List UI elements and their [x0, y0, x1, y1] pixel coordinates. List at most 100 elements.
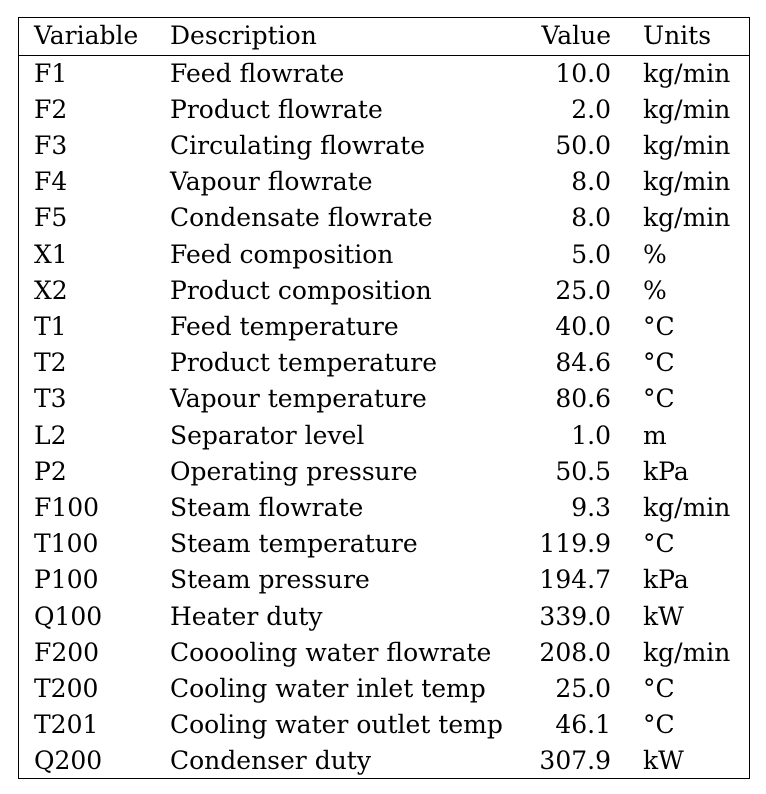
- cell-units: %: [643, 275, 667, 305]
- cell-units: kg/min: [643, 130, 731, 160]
- cell-variable: F100: [34, 492, 100, 522]
- cell-description: Cooling water inlet temp: [170, 673, 486, 703]
- cell-units: kg/min: [643, 637, 731, 667]
- cell-description: Heater duty: [170, 601, 323, 631]
- header-description: Description: [170, 21, 317, 51]
- cell-value: 25.0: [555, 673, 611, 703]
- cell-variable: T2: [34, 348, 67, 378]
- cell-value: 9.3: [571, 492, 611, 522]
- cell-description: Steam flowrate: [170, 492, 364, 522]
- table-row: Q100 Heater duty 339.0 kW: [19, 599, 749, 635]
- table-row: F100 Steam flowrate 9.3 kg/min: [19, 490, 749, 526]
- cell-variable: T200: [34, 673, 99, 703]
- header-units: Units: [643, 21, 712, 51]
- cell-description: Operating pressure: [170, 456, 418, 486]
- cell-value: 307.9: [539, 746, 611, 776]
- cell-units: %: [643, 239, 667, 269]
- cell-value: 194.7: [539, 565, 611, 595]
- cell-units: kg/min: [643, 492, 731, 522]
- cell-description: Cooooling water flowrate: [170, 637, 492, 667]
- cell-units: kg/min: [643, 203, 731, 233]
- cell-value: 1.0: [571, 420, 611, 450]
- cell-value: 25.0: [555, 275, 611, 305]
- table-row: P2 Operating pressure 50.5 kPa: [19, 454, 749, 490]
- cell-units: kg/min: [643, 167, 731, 197]
- variable-table: Variable Description Value Units F1 Feed …: [18, 17, 750, 779]
- table-row: T3 Vapour temperature 80.6 °C: [19, 381, 749, 417]
- table-body: F1 Feed flowrate 10.0 kg/min F2 Product flowr…: [19, 55, 749, 780]
- table-row: Q200 Condenser duty 307.9 kW: [19, 743, 749, 779]
- cell-value: 208.0: [539, 637, 611, 667]
- cell-description: Steam pressure: [170, 565, 370, 595]
- table-row: T1 Feed temperature 40.0 °C: [19, 309, 749, 345]
- cell-value: 84.6: [555, 348, 611, 378]
- table-row: T201 Cooling water outlet temp 46.1 °C: [19, 707, 749, 743]
- cell-value: 80.6: [555, 384, 611, 414]
- cell-description: Product flowrate: [170, 94, 383, 124]
- cell-units: kPa: [643, 565, 689, 595]
- table-row: F200 Cooooling water flowrate 208.0 kg/min: [19, 635, 749, 671]
- table-row: F3 Circulating flowrate 50.0 kg/min: [19, 128, 749, 164]
- table-row: X2 Product composition 25.0%: [19, 273, 749, 309]
- cell-description: Feed temperature: [170, 311, 399, 341]
- cell-value: 5.0: [571, 239, 611, 269]
- cell-units: °C: [643, 311, 675, 341]
- cell-variable: P100: [34, 565, 99, 595]
- cell-description: Condenser duty: [170, 746, 371, 776]
- cell-description: Vapour temperature: [170, 384, 427, 414]
- table-row: T100 Steam temperature 119.9 °C: [19, 526, 749, 562]
- cell-description: Condensate flowrate: [170, 203, 433, 233]
- table-header: Variable Description Value Units: [19, 18, 749, 55]
- cell-units: m: [643, 420, 667, 450]
- cell-variable: F5: [34, 203, 68, 233]
- cell-description: Vapour flowrate: [170, 167, 373, 197]
- cell-value: 50.5: [555, 456, 611, 486]
- table-row: L2 Separator level 1.0 m: [19, 418, 749, 454]
- cell-variable: L2: [34, 420, 67, 450]
- cell-value: 40.0: [555, 311, 611, 341]
- cell-units: °C: [643, 529, 675, 559]
- cell-units: kW: [643, 601, 684, 631]
- cell-units: kg/min: [643, 94, 731, 124]
- cell-value: 119.9: [539, 529, 611, 559]
- cell-value: 46.1: [555, 710, 611, 740]
- cell-value: 2.0: [571, 94, 611, 124]
- table-row: X1 Feed composition 5.0%: [19, 237, 749, 273]
- cell-description: Separator level: [170, 420, 365, 450]
- cell-description: Cooling water outlet temp: [170, 710, 503, 740]
- cell-units: °C: [643, 384, 675, 414]
- cell-value: 50.0: [555, 130, 611, 160]
- header-value: Value: [541, 21, 611, 51]
- cell-value: 10.0: [555, 58, 611, 88]
- table-row: F4 Vapour flowrate 8.0 kg/min: [19, 164, 749, 200]
- cell-description: Product temperature: [170, 348, 438, 378]
- cell-value: 339.0: [539, 601, 611, 631]
- cell-variable: F200: [34, 637, 100, 667]
- cell-variable: F4: [34, 167, 68, 197]
- cell-units: kW: [643, 746, 684, 776]
- table-row: T200 Cooling water inlet temp 25.0 °C: [19, 671, 749, 707]
- cell-variable: X2: [34, 275, 68, 305]
- cell-description: Feed composition: [170, 239, 394, 269]
- cell-variable: F3: [34, 130, 68, 160]
- cell-units: °C: [643, 348, 675, 378]
- header-variable: Variable: [34, 21, 139, 51]
- cell-description: Product composition: [170, 275, 432, 305]
- table-row: T2 Product temperature 84.6 °C: [19, 345, 749, 381]
- variable-table-grid: Variable Description Value Units F1 Feed …: [19, 18, 749, 780]
- cell-variable: T1: [34, 311, 67, 341]
- cell-variable: T3: [34, 384, 67, 414]
- cell-value: 8.0: [571, 167, 611, 197]
- cell-units: °C: [643, 710, 675, 740]
- cell-description: Feed flowrate: [170, 58, 345, 88]
- table-row: P100 Steam pressure 194.7 kPa: [19, 562, 749, 598]
- table-row: F5 Condensate flowrate 8.0 kg/min: [19, 200, 749, 236]
- cell-variable: T100: [34, 529, 99, 559]
- cell-variable: P2: [34, 456, 67, 486]
- header-row: Variable Description Value Units: [19, 18, 749, 55]
- cell-variable: Q100: [34, 601, 103, 631]
- cell-units: kg/min: [643, 58, 731, 88]
- cell-description: Circulating flowrate: [170, 130, 425, 160]
- cell-variable: F1: [34, 58, 68, 88]
- cell-variable: F2: [34, 94, 68, 124]
